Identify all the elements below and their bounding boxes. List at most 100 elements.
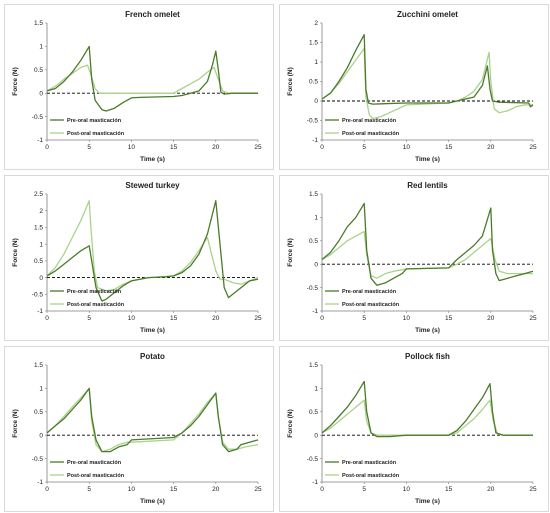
x-tick-label: 20 bbox=[212, 315, 220, 322]
legend-label-pre: Pre-oral masticación bbox=[342, 118, 397, 124]
y-tick-label: 0.5 bbox=[309, 409, 318, 416]
y-tick-label: -1 bbox=[312, 137, 318, 144]
chart-svg: Pollock fish -1 -0.5 0 0.5 1 1.5 0 5 10 15 20 25 Time… bbox=[287, 352, 537, 505]
x-tick-label: 0 bbox=[320, 144, 324, 151]
legend-label-pre: Pre-oral masticación bbox=[342, 289, 397, 295]
legend-label-pre: Pre-oral masticación bbox=[342, 460, 397, 466]
y-tick-label: -1 bbox=[312, 308, 318, 315]
x-tick-label: 0 bbox=[45, 486, 49, 493]
chart-panel: Red lentils -1 -0.5 0 0.5 1 1.5 0 5 10 15 20 25 Time … bbox=[279, 175, 549, 341]
y-tick-label: 2 bbox=[314, 20, 318, 27]
legend-label-pre: Pre-oral masticación bbox=[67, 460, 122, 466]
x-tick-label: 5 bbox=[87, 486, 91, 493]
series-line-pre-oral bbox=[321, 202, 534, 286]
x-tick-label: 25 bbox=[529, 486, 537, 493]
chart-title: Stewed turkey bbox=[125, 181, 180, 190]
series-line-pre-oral bbox=[46, 45, 258, 112]
y-tick-label: 2 bbox=[39, 208, 43, 215]
x-axis-label: Time (s) bbox=[140, 156, 165, 163]
chart-title: Pollock fish bbox=[405, 352, 450, 361]
y-tick-label: -1 bbox=[37, 308, 43, 315]
series-line-pre-oral bbox=[321, 34, 534, 108]
y-tick-label: -1 bbox=[37, 137, 43, 144]
chart-panel: French omelet -1 -0.5 0 0.5 1 1.5 0 5 10 15 20 25 Tim… bbox=[4, 4, 274, 170]
y-tick-label: -1 bbox=[312, 479, 318, 486]
x-tick-label: 5 bbox=[362, 315, 366, 322]
chart-title: Red lentils bbox=[407, 181, 448, 190]
x-tick-label: 5 bbox=[362, 486, 366, 493]
x-tick-label: 25 bbox=[254, 486, 262, 493]
chart-panel: Potato -1 -0.5 0 0.5 1 1.5 0 5 10 15 20 25 Time (s) Fo… bbox=[4, 346, 274, 512]
series-line-post-oral bbox=[46, 387, 259, 453]
y-tick-label: -0.5 bbox=[32, 114, 44, 121]
y-tick-label: 1.5 bbox=[34, 362, 43, 369]
legend-label-post: Post-oral masticación bbox=[67, 302, 125, 308]
chart-title: French omelet bbox=[125, 10, 180, 19]
y-tick-label: 1 bbox=[39, 44, 43, 51]
series-line-post-oral bbox=[321, 230, 533, 279]
y-tick-label: 1.5 bbox=[34, 225, 43, 232]
y-tick-label: 0.5 bbox=[34, 258, 43, 265]
y-tick-label: -0.5 bbox=[307, 118, 319, 125]
x-tick-label: 15 bbox=[445, 315, 453, 322]
y-tick-label: 1.5 bbox=[34, 20, 43, 27]
y-tick-label: 1.5 bbox=[309, 362, 318, 369]
y-tick-label: -0.5 bbox=[32, 291, 44, 298]
x-tick-label: 25 bbox=[254, 144, 262, 151]
y-axis-label: Force (N) bbox=[12, 67, 19, 96]
x-axis-label: Time (s) bbox=[140, 498, 165, 505]
legend-label-post: Post-oral masticación bbox=[67, 473, 125, 479]
x-tick-label: 20 bbox=[487, 144, 495, 151]
y-tick-label: 0.5 bbox=[34, 409, 43, 416]
y-tick-label: 1.5 bbox=[309, 40, 318, 47]
x-tick-label: 5 bbox=[362, 144, 366, 151]
chart-svg: Zucchini omelet-1-0.500.511.520 5 10 15 20 25… bbox=[287, 10, 537, 163]
x-tick-label: 10 bbox=[128, 486, 136, 493]
y-tick-label: 0.5 bbox=[309, 79, 318, 86]
y-tick-label: 0 bbox=[314, 432, 318, 439]
y-tick-label: 0 bbox=[314, 261, 318, 268]
x-tick-label: 10 bbox=[403, 144, 411, 151]
x-axis-label: Time (s) bbox=[415, 327, 440, 334]
y-tick-label: 0 bbox=[39, 90, 43, 97]
y-tick-label: 0.5 bbox=[309, 238, 318, 245]
series-line-post-oral bbox=[46, 64, 258, 94]
x-tick-label: 10 bbox=[403, 486, 411, 493]
x-tick-label: 10 bbox=[128, 144, 136, 151]
y-tick-label: -0.5 bbox=[307, 285, 319, 292]
series-line-pre-oral bbox=[46, 387, 259, 453]
y-tick-label: 1 bbox=[39, 241, 43, 248]
y-tick-label: 1 bbox=[314, 386, 318, 393]
x-tick-label: 15 bbox=[170, 486, 178, 493]
y-tick-label: 0 bbox=[39, 432, 43, 439]
y-tick-label: 2.5 bbox=[34, 191, 43, 198]
x-tick-label: 25 bbox=[254, 315, 262, 322]
legend-label-post: Post-oral masticación bbox=[342, 131, 400, 137]
x-tick-label: 20 bbox=[212, 486, 220, 493]
y-axis-label: Force (N) bbox=[12, 409, 19, 438]
legend-label-pre: Pre-oral masticación bbox=[67, 118, 122, 124]
x-tick-label: 0 bbox=[320, 315, 324, 322]
y-axis-label: Force (N) bbox=[12, 238, 19, 267]
y-tick-label: 0.5 bbox=[34, 67, 43, 74]
x-tick-label: 5 bbox=[87, 315, 91, 322]
y-tick-label: 1 bbox=[314, 59, 318, 66]
y-tick-label: 1 bbox=[39, 386, 43, 393]
y-tick-label: -1 bbox=[37, 479, 43, 486]
chart-panel: Pollock fish -1 -0.5 0 0.5 1 1.5 0 5 10 15 20 25 Time… bbox=[279, 346, 549, 512]
chart-svg: Red lentils -1 -0.5 0 0.5 1 1.5 0 5 10 15 20 25 Time … bbox=[287, 181, 537, 334]
x-tick-label: 15 bbox=[445, 144, 453, 151]
x-axis-label: Time (s) bbox=[415, 498, 440, 505]
x-tick-label: 15 bbox=[170, 144, 178, 151]
chart-svg: Potato -1 -0.5 0 0.5 1 1.5 0 5 10 15 20 25 Time (s) Fo… bbox=[12, 352, 262, 505]
chart-title: Zucchini omelet bbox=[397, 10, 458, 19]
x-tick-label: 10 bbox=[403, 315, 411, 322]
y-axis-label: Force (N) bbox=[287, 409, 294, 438]
x-tick-label: 10 bbox=[128, 315, 136, 322]
x-tick-label: 20 bbox=[487, 486, 495, 493]
x-axis-label: Time (s) bbox=[415, 156, 440, 163]
y-tick-label: 0 bbox=[39, 275, 43, 282]
chart-svg: French omelet -1 -0.5 0 0.5 1 1.5 0 5 10 15 20 25 Tim… bbox=[12, 10, 262, 163]
series-line-post-oral bbox=[321, 399, 533, 436]
